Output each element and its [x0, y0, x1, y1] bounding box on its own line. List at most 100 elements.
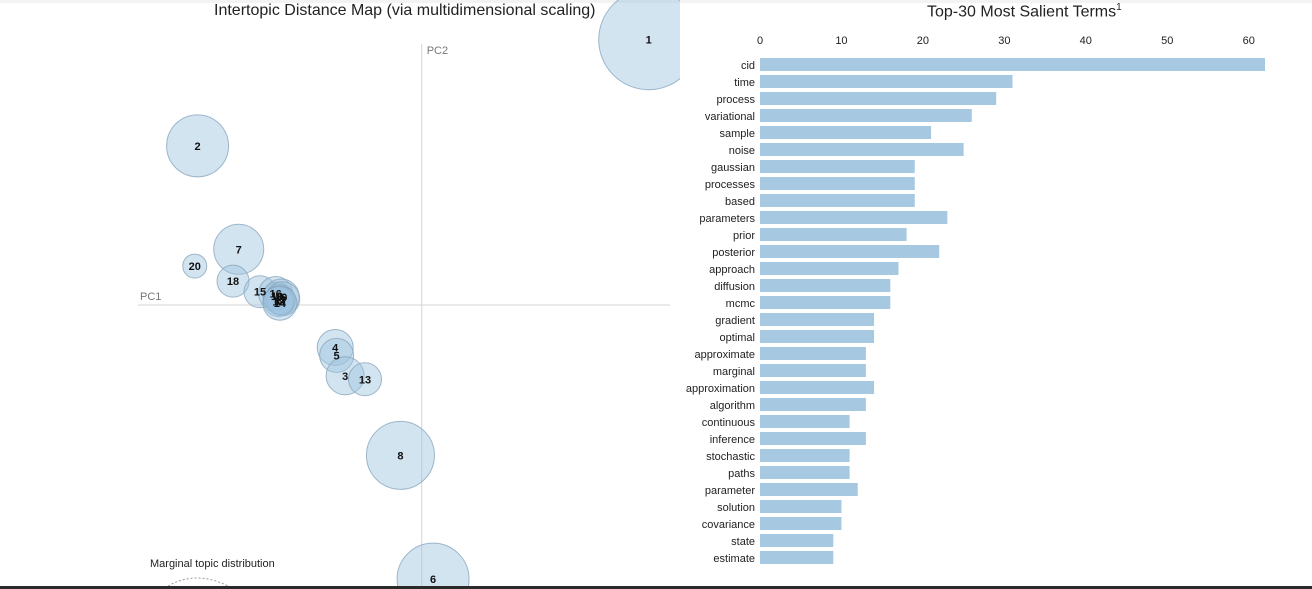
- term-label-solution[interactable]: solution: [717, 502, 755, 514]
- term-bar-marginal[interactable]: [760, 364, 866, 377]
- topic-label-18: 18: [227, 276, 239, 288]
- term-label-stochastic[interactable]: stochastic: [706, 451, 755, 463]
- term-bar-process[interactable]: [760, 92, 997, 105]
- term-bar-solution[interactable]: [760, 500, 842, 513]
- term-bar-cid[interactable]: [760, 58, 1265, 71]
- term-label-state[interactable]: state: [731, 536, 755, 548]
- term-label-approximate[interactable]: approximate: [694, 349, 755, 361]
- term-bar-noise[interactable]: [760, 143, 964, 156]
- term-bar-gradient[interactable]: [760, 313, 875, 326]
- topic-label-13: 13: [359, 374, 371, 386]
- term-label-sample[interactable]: sample: [720, 128, 755, 140]
- term-bar-covariance[interactable]: [760, 517, 842, 530]
- term-label-noise[interactable]: noise: [729, 145, 755, 157]
- bottom-border: [0, 586, 1312, 589]
- term-bar-prior[interactable]: [760, 228, 907, 241]
- topic-label-9: 9: [280, 294, 286, 306]
- term-bar-estimate[interactable]: [760, 551, 834, 564]
- term-bar-time[interactable]: [760, 75, 1013, 88]
- topic-label-1: 1: [646, 35, 652, 47]
- topic-bubble-7[interactable]: [213, 223, 265, 275]
- term-label-continuous[interactable]: continuous: [702, 417, 756, 429]
- bar-x-tick-10: 10: [835, 35, 847, 47]
- term-bar-paths[interactable]: [760, 466, 850, 479]
- term-bars: [760, 58, 1265, 564]
- term-label-parameters[interactable]: parameters: [699, 213, 755, 225]
- term-bar-optimal[interactable]: [760, 330, 875, 343]
- term-bar-variational[interactable]: [760, 109, 972, 122]
- topic-label-12: 12: [272, 296, 284, 308]
- topic-bubble-13[interactable]: [347, 362, 382, 397]
- term-label-process[interactable]: process: [716, 94, 755, 106]
- term-label-covariance[interactable]: covariance: [702, 519, 755, 531]
- term-bar-approach[interactable]: [760, 262, 899, 275]
- term-bar-inference[interactable]: [760, 432, 866, 445]
- topic-label-19: 19: [271, 291, 283, 303]
- term-label-gaussian[interactable]: gaussian: [711, 162, 755, 174]
- intertopic-map-title: Intertopic Distance Map (via multidimens…: [214, 2, 596, 19]
- bar-x-tick-50: 50: [1161, 35, 1173, 47]
- topic-label-6: 6: [430, 574, 436, 586]
- bar-x-axis-ticks: 0 10 20 30 40 50 60: [757, 35, 1255, 47]
- term-label-mcmc[interactable]: mcmc: [726, 298, 756, 310]
- term-label-algorithm[interactable]: algorithm: [710, 400, 755, 412]
- topic-label-15: 15: [254, 287, 266, 299]
- salient-terms-title: Top-30 Most Salient Terms1: [927, 2, 1122, 21]
- term-bar-continuous[interactable]: [760, 415, 850, 428]
- topic-label-3: 3: [342, 371, 348, 383]
- bar-x-tick-20: 20: [917, 35, 929, 47]
- topic-bubble-18[interactable]: [216, 264, 250, 298]
- term-label-gradient[interactable]: gradient: [715, 315, 755, 327]
- term-bar-state[interactable]: [760, 534, 834, 547]
- topic-label-16: 16: [269, 289, 281, 301]
- topic-bubble-1[interactable]: [598, 0, 680, 91]
- term-label-paths[interactable]: paths: [728, 468, 755, 480]
- term-label-diffusion[interactable]: diffusion: [714, 281, 755, 293]
- topic-label-2: 2: [195, 141, 201, 153]
- bar-x-tick-60: 60: [1243, 35, 1255, 47]
- bar-x-tick-40: 40: [1080, 35, 1092, 47]
- term-label-approach[interactable]: approach: [709, 264, 755, 276]
- topic-bubble-6[interactable]: [396, 542, 470, 589]
- salient-terms-footnote: 1: [1116, 2, 1122, 13]
- topic-bubble-5[interactable]: [319, 337, 355, 373]
- term-bar-parameters[interactable]: [760, 211, 948, 224]
- topic-bubble-8[interactable]: [365, 420, 435, 490]
- term-bar-sample[interactable]: [760, 126, 932, 139]
- term-label-inference[interactable]: inference: [710, 434, 755, 446]
- term-bar-algorithm[interactable]: [760, 398, 866, 411]
- topic-bubble-15[interactable]: [243, 275, 277, 309]
- term-label-optimal[interactable]: optimal: [720, 332, 755, 344]
- term-label-parameter[interactable]: parameter: [705, 485, 755, 497]
- bar-x-tick-0: 0: [757, 35, 763, 47]
- pc1-axis-label: PC1: [140, 291, 161, 303]
- marginal-topic-distribution-label: Marginal topic distribution: [150, 558, 275, 570]
- topic-bubble-14[interactable]: [262, 285, 298, 321]
- term-bar-approximate[interactable]: [760, 347, 866, 360]
- term-bar-mcmc[interactable]: [760, 296, 891, 309]
- term-bar-posterior[interactable]: [760, 245, 940, 258]
- term-label-time[interactable]: time: [734, 77, 755, 89]
- topic-bubbles: [166, 0, 680, 589]
- term-label-posterior[interactable]: posterior: [712, 247, 755, 259]
- term-label-based[interactable]: based: [725, 196, 755, 208]
- top-border: [0, 0, 1312, 3]
- topic-label-11: 11: [274, 295, 286, 307]
- term-label-estimate[interactable]: estimate: [713, 553, 755, 565]
- term-label-approximation[interactable]: approximation: [686, 383, 755, 395]
- term-bar-stochastic[interactable]: [760, 449, 850, 462]
- term-label-marginal[interactable]: marginal: [713, 366, 755, 378]
- term-label-processes[interactable]: processes: [705, 179, 756, 191]
- term-label-prior[interactable]: prior: [733, 230, 755, 242]
- term-bar-based[interactable]: [760, 194, 915, 207]
- term-bar-approximation[interactable]: [760, 381, 875, 394]
- term-bar-diffusion[interactable]: [760, 279, 891, 292]
- term-bar-parameter[interactable]: [760, 483, 858, 496]
- term-bar-gaussian[interactable]: [760, 160, 915, 173]
- topic-bubble-2[interactable]: [166, 114, 230, 178]
- term-bar-processes[interactable]: [760, 177, 915, 190]
- topic-bubble-20[interactable]: [182, 253, 208, 279]
- term-label-cid[interactable]: cid: [741, 60, 755, 72]
- term-label-variational[interactable]: variational: [705, 111, 755, 123]
